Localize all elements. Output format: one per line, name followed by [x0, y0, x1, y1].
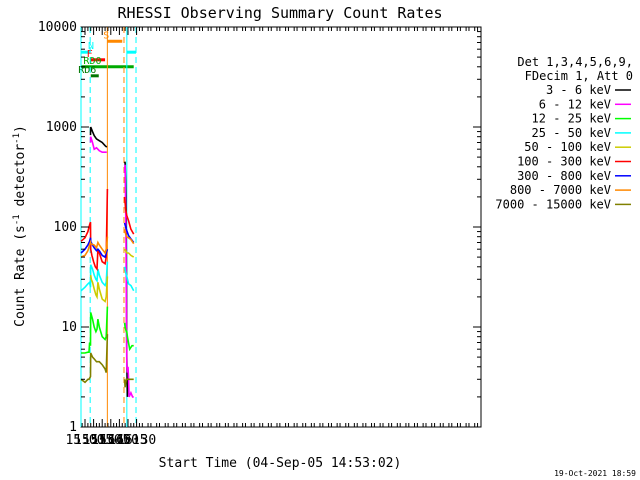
flag-label: N [88, 41, 94, 52]
legend-entry-label: 7000 - 15000 keV [495, 197, 611, 211]
series-lines [80, 126, 135, 398]
y-tick-label: 1 [69, 420, 77, 435]
series-line [81, 306, 109, 354]
y-axis-label-main: Count Rate (s [13, 225, 28, 327]
x-tick-label: 16:15 [108, 433, 147, 448]
series-line [123, 248, 135, 258]
series-line [80, 334, 109, 384]
series-line [123, 164, 134, 398]
series-line [123, 229, 135, 245]
plot-frame [80, 26, 482, 428]
x-tick-label: 15:15 [74, 433, 113, 448]
x-tick-label: 15:30 [83, 433, 122, 448]
legend-header: Det 1,3,4,5,6,9, [517, 55, 633, 69]
series-line [89, 126, 108, 148]
x-tick-label: 16:30 [117, 433, 156, 448]
legend-entry-label: 6 - 12 keV [539, 97, 611, 111]
y-axis-label-sup2: -1 [12, 133, 22, 144]
y-axis-ticks: 1 10 100 1000 10000 [38, 20, 481, 435]
legend-entry-label: 300 - 800 keV [517, 169, 611, 183]
series-line [80, 236, 109, 258]
chart-title: RHESSI Observing Summary Count Rates [117, 4, 442, 22]
y-axis-label-end: ) [13, 125, 28, 133]
series-line [89, 274, 109, 303]
series-line [80, 237, 109, 259]
y-tick-label: 1000 [46, 120, 77, 135]
y-axis-label-sup1: -1 [12, 214, 22, 225]
legend-entry-label: 12 - 25 keV [532, 112, 611, 126]
series-line [89, 136, 107, 153]
timestamp: 19-Oct-2021 18:59 [554, 469, 636, 478]
series-line [80, 261, 109, 292]
y-tick-label: 10000 [38, 20, 77, 35]
series-line [80, 188, 109, 272]
legend-entry-label: 100 - 300 keV [517, 155, 611, 169]
series-line [123, 266, 135, 292]
flag-label: F [87, 49, 93, 60]
series-line [123, 378, 134, 388]
x-tick-label: 15:00 [65, 433, 104, 448]
x-axis-label: Start Time (04-Sep-05 14:53:02) [159, 456, 402, 471]
series-line [123, 322, 134, 352]
y-tick-label: 100 [54, 220, 77, 235]
y-tick-label: 10 [61, 320, 77, 335]
legend-header: FDecim 1, Att 0 [525, 69, 633, 83]
x-tick-label: 15:45 [91, 433, 130, 448]
legend: Det 1,3,4,5,6,9,FDecim 1, Att 03 - 6 keV… [495, 55, 633, 211]
legend-entry-label: 25 - 50 keV [532, 126, 611, 140]
flag-label: S [103, 30, 109, 41]
legend-entry-label: 800 - 7000 keV [510, 183, 611, 197]
legend-entry-label: 50 - 100 keV [524, 140, 611, 154]
flag-label: RD6 [78, 65, 96, 76]
y-axis-label-mid: detector [13, 144, 28, 215]
series-line [123, 196, 135, 235]
x-tick-label: 16:00 [100, 433, 139, 448]
flag-label: RD0 [83, 56, 101, 67]
y-axis-label: Count Rate (s-1 detector-1) [12, 125, 28, 327]
legend-entry-label: 3 - 6 keV [546, 83, 611, 97]
